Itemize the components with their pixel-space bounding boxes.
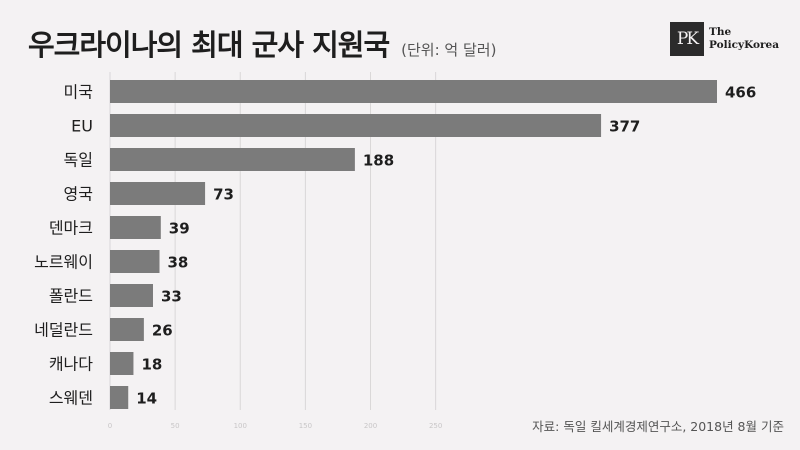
category-label: 덴마크	[49, 219, 93, 238]
logo-mark: PK	[670, 22, 704, 56]
x-tick-label: 150	[299, 422, 312, 430]
category-label: EU	[71, 117, 93, 136]
logo-text: The PolicyKorea	[709, 26, 779, 52]
category-label: 미국	[64, 83, 93, 102]
category-label: 폴란드	[49, 287, 93, 306]
title-row: 우크라이나의 최대 군사 지원국 (단위: 억 달러)	[28, 22, 496, 64]
data-label: 18	[141, 356, 162, 374]
chart-title: 우크라이나의 최대 군사 지원국	[28, 28, 390, 62]
chart-subtitle: (단위: 억 달러)	[401, 41, 497, 59]
x-tick-label: 250	[429, 422, 442, 430]
bar	[110, 284, 153, 307]
data-label: 73	[213, 186, 234, 204]
data-label: 26	[152, 322, 173, 340]
bar	[110, 182, 206, 205]
bar	[110, 114, 602, 137]
bar	[110, 250, 160, 273]
bar	[110, 148, 355, 171]
x-tick-label: 100	[234, 422, 247, 430]
bar	[110, 386, 129, 409]
x-tick-label: 200	[364, 422, 377, 430]
data-label: 38	[167, 254, 188, 272]
category-label: 네덜란드	[34, 321, 93, 340]
brand-logo: PK The PolicyKorea	[670, 22, 779, 56]
category-label: 캐나다	[49, 355, 93, 374]
category-label: 영국	[64, 185, 93, 204]
x-tick-label: 50	[171, 422, 180, 430]
bar	[110, 80, 717, 103]
logo-line-1: The	[709, 26, 732, 38]
data-label: 33	[161, 288, 182, 306]
x-tick-label: 0	[108, 422, 112, 430]
bar	[110, 216, 161, 239]
category-label: 독일	[64, 151, 93, 170]
data-label: 188	[363, 152, 394, 170]
bar	[110, 352, 134, 375]
bar	[110, 318, 144, 341]
category-label: 노르웨이	[34, 253, 93, 272]
data-label: 14	[136, 390, 157, 408]
logo-line-2: PolicyKorea	[709, 39, 780, 51]
source-note: 자료: 독일 킬세계경제연구소, 2018년 8월 기준	[532, 419, 784, 434]
data-label: 39	[169, 220, 190, 238]
data-label: 377	[609, 118, 640, 136]
data-label: 466	[725, 84, 756, 102]
category-label: 스웨덴	[49, 389, 93, 408]
